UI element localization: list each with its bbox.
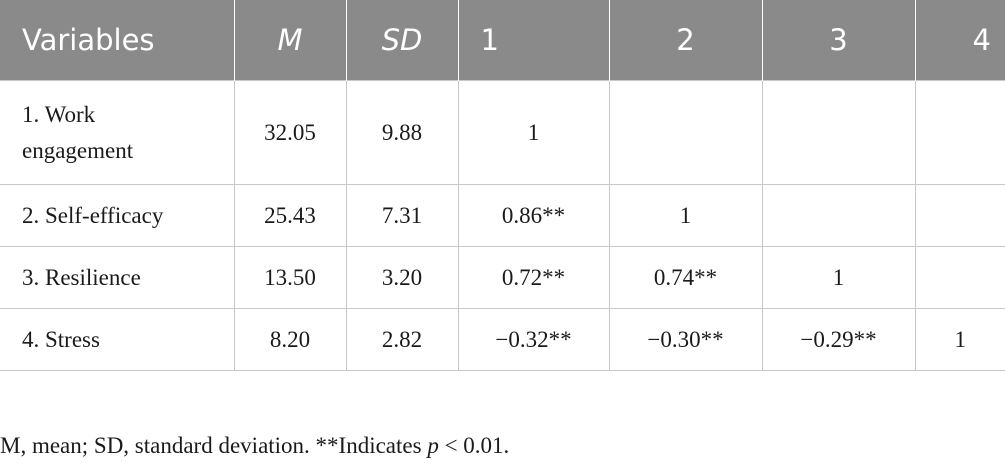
correlation-table: Variables M SD 1 2 3 4 1. Work engagemen… — [0, 0, 1005, 371]
variable-name: 3. Resilience — [0, 246, 235, 309]
corr-4 — [914, 246, 1005, 309]
corr-2: −0.30** — [608, 308, 763, 371]
table-row: 2. Self-efficacy 25.43 7.31 0.86** 1 — [0, 184, 1005, 247]
header-variables: Variables — [0, 0, 234, 81]
header-col-2: 2 — [608, 0, 762, 81]
variable-name: 1. Work engagement — [0, 80, 235, 185]
footnote-p-symbol: p — [427, 433, 439, 458]
corr-4 — [914, 80, 1005, 185]
corr-1: 0.72** — [457, 246, 610, 309]
header-col-4: 4 — [914, 0, 1005, 81]
header-row: Variables M SD 1 2 3 4 — [0, 0, 1005, 81]
footnote-text: M, mean; SD, standard deviation. **Indic… — [0, 433, 428, 458]
corr-1: −0.32** — [457, 308, 610, 371]
table-row: 1. Work engagement 32.05 9.88 1 — [0, 80, 1005, 185]
corr-2: 0.74** — [608, 246, 763, 309]
header-sd: SD — [345, 0, 458, 81]
corr-3 — [761, 80, 916, 185]
variable-name: 2. Self-efficacy — [0, 184, 235, 247]
corr-3 — [761, 184, 916, 247]
table-row: 3. Resilience 13.50 3.20 0.72** 0.74** 1 — [0, 246, 1005, 309]
corr-4: 1 — [914, 308, 1005, 371]
corr-1: 0.86** — [457, 184, 610, 247]
sd-value: 7.31 — [345, 184, 459, 247]
header-col-1: 1 — [457, 0, 609, 81]
variable-name: 4. Stress — [0, 308, 235, 371]
sd-value: 2.82 — [345, 308, 459, 371]
corr-4 — [914, 184, 1005, 247]
footnote-threshold: < 0.01. — [438, 433, 510, 458]
table-footnote: M, mean; SD, standard deviation. **Indic… — [0, 433, 509, 459]
mean-value: 25.43 — [233, 184, 347, 247]
corr-1: 1 — [457, 80, 610, 185]
sd-value: 3.20 — [345, 246, 459, 309]
corr-3: −0.29** — [761, 308, 916, 371]
header-mean: M — [233, 0, 346, 81]
mean-value: 8.20 — [233, 308, 347, 371]
mean-value: 13.50 — [233, 246, 347, 309]
sd-value: 9.88 — [345, 80, 459, 185]
corr-2 — [608, 80, 763, 185]
table-row: 4. Stress 8.20 2.82 −0.32** −0.30** −0.2… — [0, 308, 1005, 371]
corr-2: 1 — [608, 184, 763, 247]
mean-value: 32.05 — [233, 80, 347, 185]
header-col-3: 3 — [761, 0, 915, 81]
corr-3: 1 — [761, 246, 916, 309]
